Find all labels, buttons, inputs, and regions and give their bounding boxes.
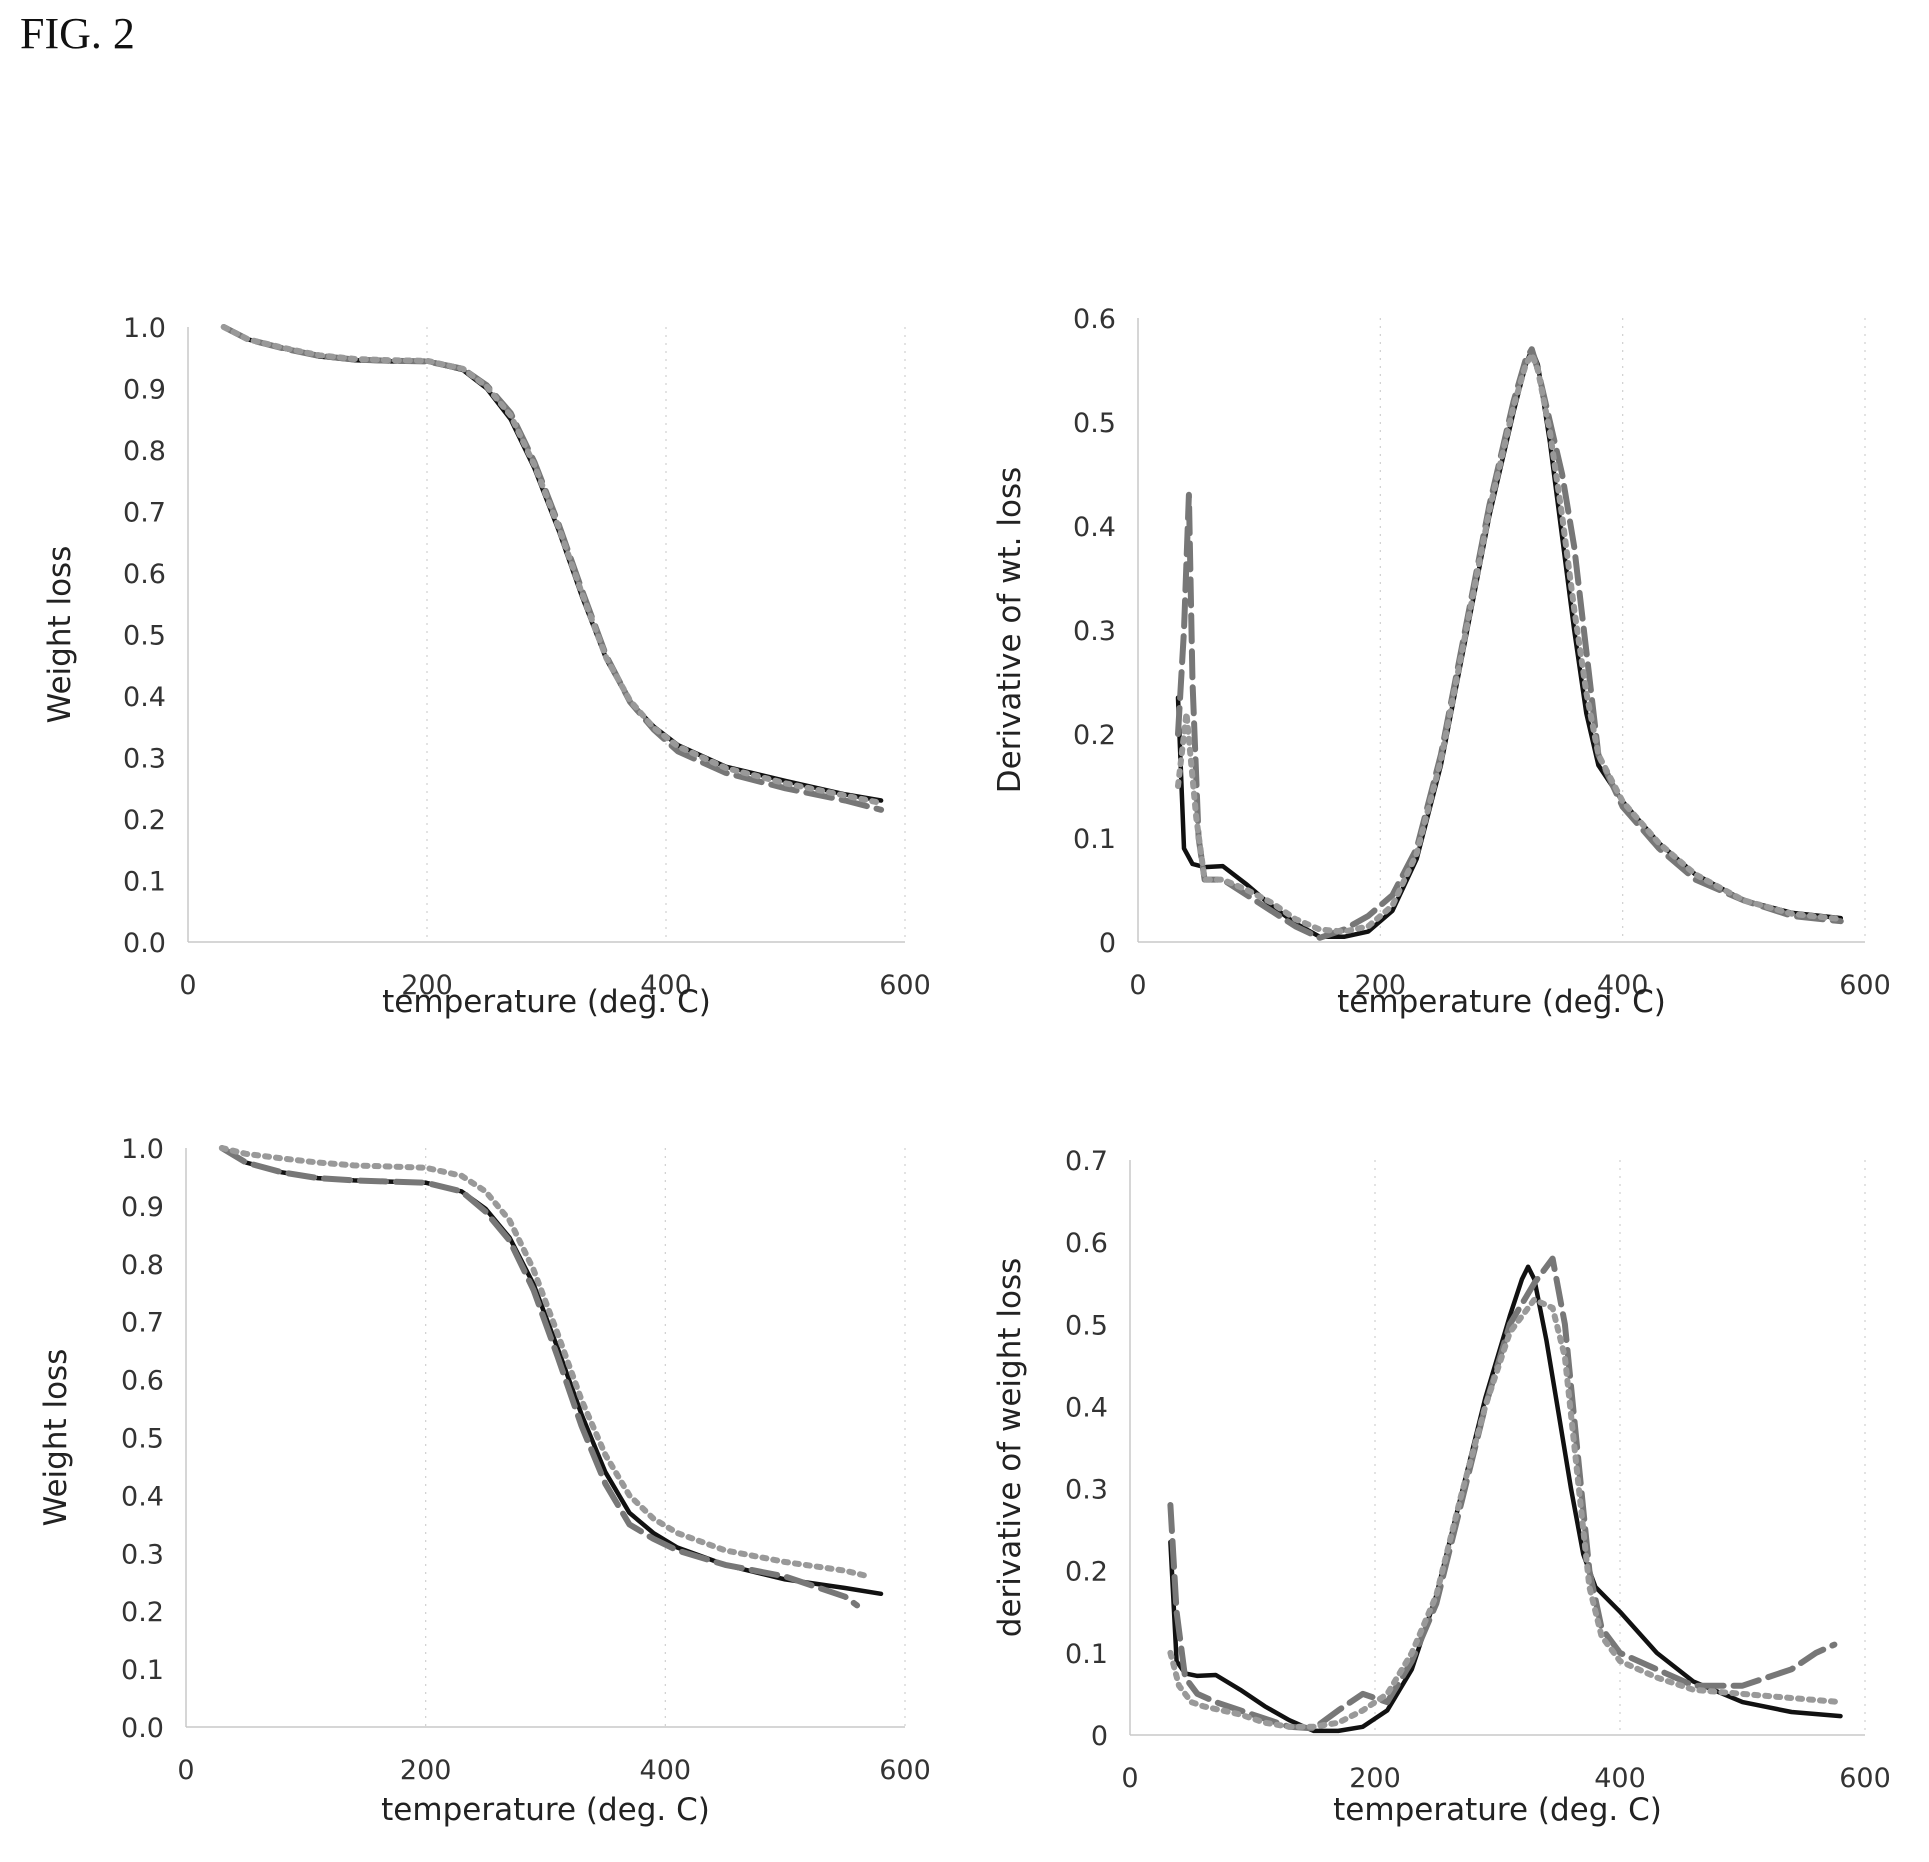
x-tick-label: 600 [1839,970,1891,1001]
x-axis-label: temperature (deg. C) [1337,984,1666,1020]
x-tick-label: 200 [400,1755,452,1786]
series-line-solid [219,1145,884,1597]
x-tick-label: 400 [640,1755,692,1786]
x-tick-label: 400 [640,970,692,1001]
y-tick-label: 0.0 [121,1713,164,1744]
x-tick-label: 0 [177,1755,194,1786]
chart-panel-4: 0 0.1 0.2 0.3 0.4 0.5 0.6 0.7 0 200 400 600 temperat… [992,1146,1891,1828]
x-axis-label: temperature (deg. C) [382,984,711,1020]
series-line-dashed [1167,1255,1838,1732]
y-tick-label: 0.2 [123,805,166,836]
series-line-solid [221,324,884,803]
y-axis-label: Derivative of wt. loss [992,467,1028,794]
y-tick-label: 0.4 [123,682,166,713]
x-tick-label: 400 [1594,1763,1646,1794]
y-tick-label: 1.0 [121,1134,164,1165]
y-axis-label: Weight loss [42,546,78,724]
x-tick-label: 0 [1121,1763,1138,1794]
figure-label: FIG. 2 [20,9,135,58]
y-tick-label: 0.2 [1065,1557,1108,1588]
series-line-dotted [1175,351,1844,935]
series-line-dotted [220,324,885,806]
y-tick-label: 0.3 [1065,1475,1108,1506]
y-tick-label: 0.1 [121,1655,164,1686]
x-tick-label: 600 [879,970,931,1001]
y-tick-label: 0.0 [123,928,166,959]
chart-panel-2: 0 0.1 0.2 0.3 0.4 0.5 0.6 0 200 400 600 temperature… [992,304,1891,1020]
y-tick-label: 0.4 [1065,1392,1108,1423]
y-tick-label: 0 [1091,1721,1108,1752]
y-tick-label: 0.7 [121,1308,164,1339]
y-tick-label: 0.6 [1073,304,1116,335]
y-tick-label: 0.1 [1073,824,1116,855]
y-tick-label: 0.9 [123,375,166,406]
x-tick-label: 0 [179,970,196,1001]
y-tick-label: 1.0 [123,313,166,344]
y-tick-label: 0.2 [1073,720,1116,751]
x-axis-label: temperature (deg. C) [1333,1792,1662,1828]
chart-panel-3: 0.0 0.1 0.2 0.3 0.4 0.5 0.6 0.7 0.8 0.9 1.0 0 200 400… [38,1134,931,1828]
x-tick-label: 200 [1349,1763,1401,1794]
x-tick-label: 200 [1355,970,1407,1001]
y-tick-label: 0.1 [123,867,166,898]
x-tick-label: 400 [1597,970,1649,1001]
x-tick-label: 200 [401,970,453,1001]
y-axis-label: Weight loss [38,1349,74,1527]
y-tick-label: 0.2 [121,1597,164,1628]
chart-panel-1: 0.0 0.1 0.2 0.3 0.4 0.5 0.6 0.7 0.8 0.9 1.0 0 200 400… [42,313,931,1020]
series-line-dotted [218,1145,872,1580]
y-axis-label: derivative of weight loss [992,1258,1028,1637]
y-tick-label: 0.4 [121,1481,164,1512]
x-tick-label: 600 [1839,1763,1891,1794]
y-tick-label: 0.1 [1065,1639,1108,1670]
y-tick-label: 0.6 [1065,1228,1108,1259]
y-tick-label: 0.4 [1073,512,1116,543]
y-tick-label: 0.5 [121,1424,164,1455]
series-line-dotted [1167,1296,1844,1730]
y-tick-label: 0.3 [123,744,166,775]
y-tick-label: 0.7 [123,498,166,529]
series-line-dashed [218,1145,861,1609]
y-tick-label: 0.9 [121,1192,164,1223]
y-tick-label: 0.3 [121,1539,164,1570]
x-axis-label: temperature (deg. C) [381,1792,710,1828]
y-tick-label: 0.3 [1073,616,1116,647]
y-tick-label: 0 [1099,928,1116,959]
series-line-solid [1175,346,1844,940]
x-tick-label: 0 [1129,970,1146,1001]
y-tick-label: 0.5 [1073,408,1116,439]
y-tick-label: 0.5 [1065,1310,1108,1341]
x-tick-label: 600 [879,1755,931,1786]
y-tick-label: 0.8 [121,1250,164,1281]
y-tick-label: 0.6 [123,559,166,590]
y-tick-label: 0.6 [121,1366,164,1397]
series-line-dashed [220,324,885,813]
y-tick-label: 0.5 [123,621,166,652]
y-tick-label: 0.8 [123,436,166,467]
y-tick-label: 0.7 [1065,1146,1108,1177]
